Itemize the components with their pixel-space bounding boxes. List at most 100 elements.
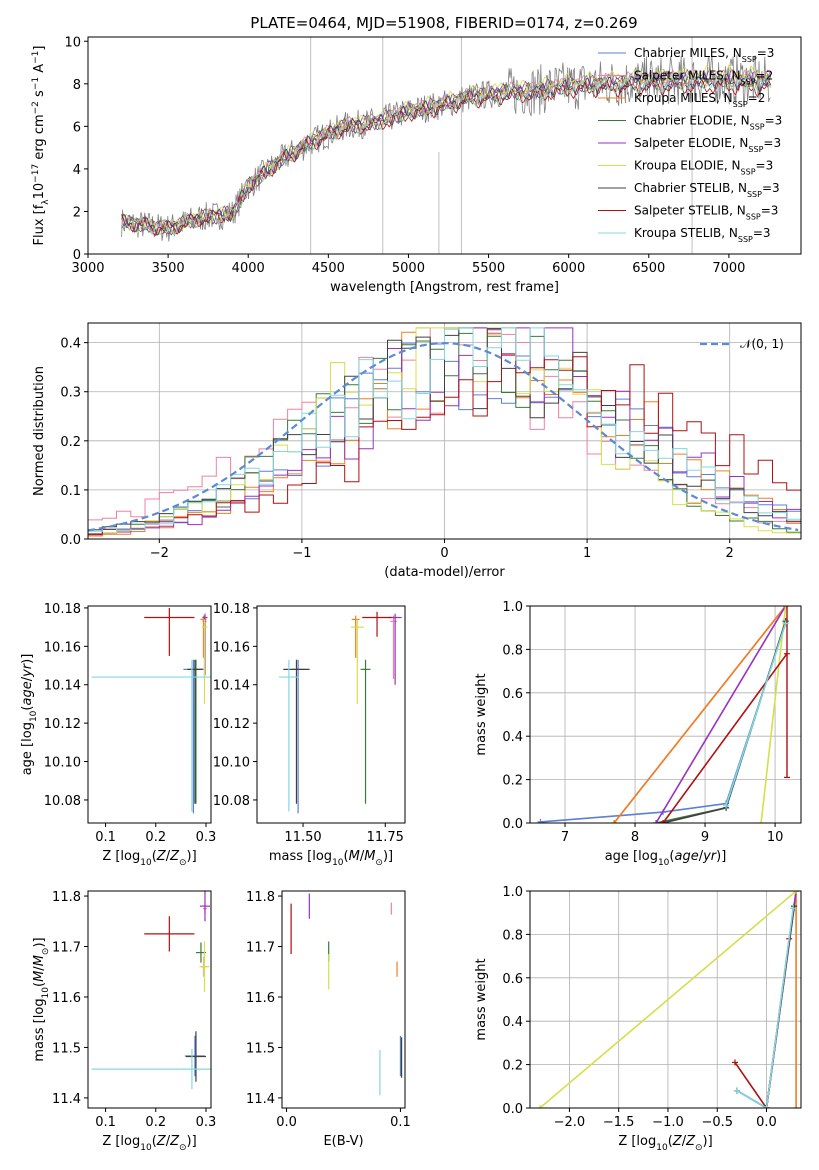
y-tick-label: 10.08: [44, 794, 81, 809]
y-tick-label: 10.12: [44, 717, 81, 732]
mass-vs-EBV-axes: 0.0 0.1 11.4 11.5 11.6 11.7 11.8: [246, 890, 411, 1130]
x-tick-label: −0.5: [701, 1115, 733, 1130]
spectrum-legend: Chabrier MILES, NSSP=3 Salpeter MILES, NS…: [598, 46, 782, 244]
y-tick-label: 10.14: [213, 679, 250, 694]
x-tick-label: 3000: [71, 261, 104, 276]
x-tick-label: −1.0: [652, 1115, 684, 1130]
mass-vs-EBV-plot: [290, 893, 403, 1096]
age-vs-Z-xlabel: Z [log10(Z/Z⊙)]: [102, 849, 196, 868]
y-tick-label: 8: [73, 78, 81, 93]
x-tick-label: 0.0: [756, 1115, 777, 1130]
massweight-vs-age-xlabel: age [log10(age/yr)]: [605, 849, 727, 868]
age-vs-mass-frame: [256, 605, 406, 824]
x-tick-label: 5500: [472, 261, 505, 276]
mass-vs-Z-ylabel: mass [log10(M/M⊙)]: [32, 937, 51, 1061]
y-tick-label: 0.2: [502, 774, 523, 789]
age-vs-Z-axes: 0.1 0.2 0.3 10.08 10.10 10.12 10.14 10.16 10.18: [44, 602, 217, 845]
spectrum-ylabel: Flux [fλ10−17 erg cm−2 s−1 A−1]: [31, 46, 51, 246]
massweight-vs-age-ylabel: mass weight: [474, 673, 489, 755]
y-tick-label: 11.8: [246, 890, 275, 905]
weight-line-salpeter_stelib: [734, 938, 790, 1108]
y-tick-label: 11.6: [52, 991, 81, 1006]
spectrum-model-kroupa_stelib: [121, 74, 771, 236]
x-tick-label: 11.50: [284, 830, 321, 845]
x-tick-label: 0.1: [390, 1115, 411, 1130]
spectrum-xlabel: wavelength [Angstrom, rest frame]: [330, 280, 559, 295]
hist-series-salpeter_stelib: [88, 354, 801, 535]
legend-label: Kroupa ELODIE, NSSP=3: [634, 159, 773, 177]
legend-label: Salpeter ELODIE, NSSP=3: [634, 136, 781, 154]
spectrum-model-salpeter_stelib: [121, 78, 771, 237]
y-tick-label: 0.1: [60, 484, 81, 499]
hist-series-chabrier_stelib: [88, 327, 801, 533]
y-tick-label: 10.08: [213, 794, 250, 809]
age-vs-mass-axes: 11.50 11.75 10.08 10.10 10.12 10.14 10.16 10.18: [213, 602, 404, 845]
massweight-vs-age-axes: 7 8 9 10 0.0 0.2 0.4 0.6 0.8 1.0: [502, 600, 801, 845]
y-tick-label: 0.0: [502, 1102, 523, 1117]
x-tick-label: −2.0: [554, 1115, 586, 1130]
y-tick-label: 11.7: [246, 941, 275, 956]
y-tick-label: 10.16: [44, 640, 81, 655]
spectrum-frame: [87, 36, 802, 255]
y-tick-label: 11.4: [52, 1092, 81, 1107]
massweight-vs-age-frame: [529, 605, 802, 824]
y-tick-label: 0.4: [502, 1015, 523, 1030]
y-tick-label: 0.4: [502, 730, 523, 745]
y-tick-label: 0.0: [502, 817, 523, 832]
y-tick-label: 11.4: [246, 1092, 275, 1107]
y-tick-label: 1.0: [502, 600, 523, 615]
x-tick-label: 6500: [632, 261, 665, 276]
x-tick-label: 6000: [552, 261, 585, 276]
massweight-vs-Z-ylabel: mass weight: [474, 958, 489, 1040]
y-tick-label: 0: [73, 248, 81, 263]
y-tick-label: 10.10: [44, 756, 81, 771]
legend-label: 𝒩(0, 1): [740, 337, 784, 351]
x-tick-label: 0: [440, 546, 448, 561]
x-tick-label: 11.75: [367, 830, 404, 845]
x-tick-label: 4000: [232, 261, 265, 276]
spectrum-axes: 3000 3500 4000 4500 5000 5500 6000 6500 7000 0 2 4 6…: [64, 35, 745, 276]
x-tick-label: 0.1: [95, 1115, 116, 1130]
x-tick-label: 8: [631, 830, 639, 845]
y-tick-label: 0.2: [502, 1059, 523, 1074]
age-vs-mass-xlabel: mass [log10(M/M⊙)]: [269, 849, 393, 868]
age-vs-Z-frame: [87, 605, 212, 824]
x-tick-label: 0.3: [196, 1115, 217, 1130]
x-tick-label: 3500: [152, 261, 185, 276]
x-tick-label: 0.3: [196, 830, 217, 845]
residual-hist-frame: [87, 322, 802, 540]
mass-vs-Z-axes: 0.1 0.2 0.3 11.4 11.5 11.6 11.7 11.8: [52, 890, 216, 1130]
y-tick-label: 10.18: [44, 602, 81, 617]
y-tick-label: 10: [64, 35, 81, 50]
y-tick-label: 0.6: [502, 972, 523, 987]
age-vs-Z-ylabel: age [log10(age/yr)]: [20, 654, 39, 776]
y-tick-label: 6: [73, 120, 81, 135]
weight-line-kroupa_elodie: [760, 606, 787, 823]
y-tick-label: 0.6: [502, 687, 523, 702]
x-tick-label: 2: [726, 546, 734, 561]
y-tick-label: 11.5: [52, 1041, 81, 1056]
weight-line-kroupa_elodie: [539, 891, 797, 1108]
legend-label: Kroupa MILES, NSSP=2: [634, 91, 765, 109]
age-vs-Z-plot: [91, 607, 211, 814]
y-tick-label: 0.8: [502, 928, 523, 943]
massweight-vs-Z-frame: [529, 890, 802, 1109]
x-tick-label: 7000: [712, 261, 745, 276]
mass-vs-EBV-frame: [281, 890, 406, 1109]
y-tick-label: 0.3: [60, 386, 81, 401]
mass-vs-EBV-xlabel: E(B-V): [323, 1134, 363, 1149]
x-tick-label: 0.2: [145, 1115, 166, 1130]
normal-curve: [88, 342, 799, 532]
weight-line-chabrier_stelib: [662, 620, 787, 823]
y-tick-label: 10.18: [213, 602, 250, 617]
y-tick-label: 4: [73, 163, 81, 178]
weight-line-kroupa_stelib: [725, 623, 787, 806]
residual-hist-xlabel: (data-model)/error: [384, 565, 505, 580]
y-tick-label: 10.12: [213, 717, 250, 732]
y-tick-label: 1.0: [502, 885, 523, 900]
legend-label: Chabrier MILES, NSSP=3: [634, 46, 774, 64]
y-tick-label: 0.0: [60, 533, 81, 548]
legend-label: Salpeter STELIB, NSSP=3: [634, 204, 778, 222]
y-tick-label: 10.14: [44, 679, 81, 694]
